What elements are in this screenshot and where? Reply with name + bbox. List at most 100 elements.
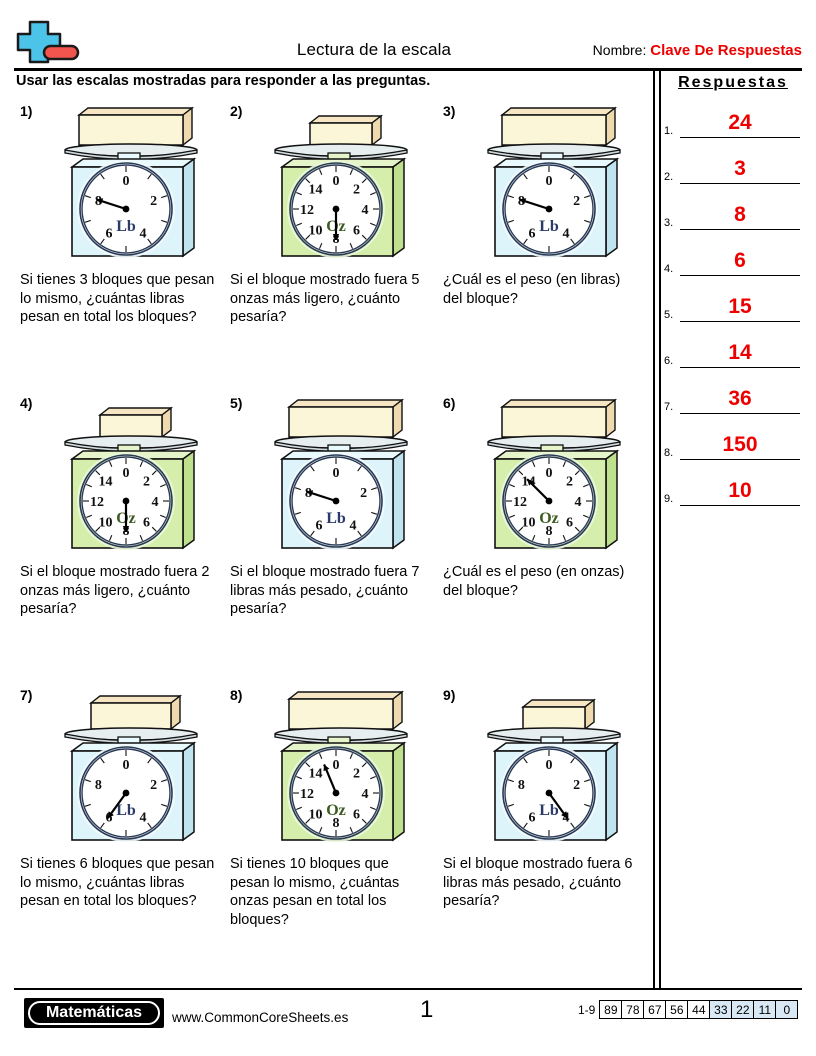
svg-text:2: 2 — [353, 767, 360, 782]
instructions-text: Usar las escalas mostradas para responde… — [16, 73, 431, 89]
problem-question: Si el bloque mostrado fuera 7 libras más… — [230, 564, 420, 618]
svg-text:10: 10 — [309, 808, 323, 823]
svg-text:2: 2 — [360, 486, 367, 501]
svg-text:8: 8 — [305, 486, 312, 501]
page-header: Lectura de la escala Nombre: Clave De Re… — [14, 18, 802, 70]
score-cell: 0 — [775, 1000, 799, 1019]
problem-number: 7) — [20, 687, 33, 703]
problem-number: 8) — [230, 687, 243, 703]
problem-number: 2) — [230, 103, 243, 119]
answers-title: Respuestas — [678, 74, 788, 91]
problem-question: Si el bloque mostrado fuera 2 onzas más … — [20, 564, 210, 618]
svg-text:6: 6 — [316, 519, 323, 534]
score-cell: 56 — [665, 1000, 689, 1019]
svg-text:2: 2 — [150, 194, 157, 209]
svg-text:8: 8 — [95, 194, 102, 209]
score-cell: 89 — [599, 1000, 623, 1019]
svg-text:12: 12 — [513, 495, 527, 510]
answer-row: 5. 15 — [664, 278, 802, 322]
problem-question: Si tienes 3 bloques que pesan lo mismo, … — [20, 272, 215, 326]
answer-number: 9. — [664, 493, 674, 505]
weighing-scale-illustration: 0 2 4 6 8 Lb — [42, 105, 220, 265]
svg-text:0: 0 — [123, 174, 130, 189]
svg-text:4: 4 — [152, 495, 159, 510]
svg-text:0: 0 — [333, 174, 340, 189]
site-url: www.CommonCoreSheets.es — [172, 1010, 349, 1025]
score-cell: 44 — [687, 1000, 711, 1019]
svg-text:14: 14 — [309, 183, 323, 198]
problem-question: Si el bloque mostrado fuera 6 libras más… — [443, 856, 633, 910]
score-cell: 22 — [731, 1000, 755, 1019]
svg-text:14: 14 — [99, 475, 113, 490]
svg-text:6: 6 — [106, 227, 113, 242]
svg-text:0: 0 — [333, 466, 340, 481]
svg-text:10: 10 — [309, 224, 323, 239]
svg-text:0: 0 — [123, 466, 130, 481]
svg-text:12: 12 — [300, 787, 314, 802]
svg-text:8: 8 — [518, 778, 525, 793]
answer-row: 3. 8 — [664, 186, 802, 230]
problem-number: 4) — [20, 395, 33, 411]
header-divider — [14, 68, 802, 71]
svg-text:2: 2 — [143, 475, 150, 490]
page-title: Lectura de la escala — [296, 40, 452, 59]
svg-text:Oz: Oz — [326, 802, 346, 819]
score-range-label: 1-9 — [578, 1002, 596, 1017]
score-strip: 1-9 89 78 67 56 44 33 22 11 0 — [578, 1000, 799, 1019]
svg-text:Lb: Lb — [539, 218, 559, 235]
answer-number: 5. — [664, 309, 674, 321]
panel-divider-right — [659, 70, 661, 988]
svg-text:4: 4 — [362, 787, 369, 802]
panel-divider-left — [653, 70, 655, 988]
problem-number: 6) — [443, 395, 456, 411]
svg-text:0: 0 — [333, 758, 340, 773]
answer-value: 8 — [734, 203, 746, 226]
svg-text:12: 12 — [300, 203, 314, 218]
problem-number: 9) — [443, 687, 456, 703]
svg-text:2: 2 — [353, 183, 360, 198]
problem-number: 1) — [20, 103, 33, 119]
svg-text:4: 4 — [362, 203, 369, 218]
answer-row: 2. 3 — [664, 140, 802, 184]
answer-row: 4. 6 — [664, 232, 802, 276]
score-cell: 78 — [621, 1000, 645, 1019]
svg-text:2: 2 — [573, 778, 580, 793]
svg-text:6: 6 — [143, 516, 150, 531]
answer-value: 15 — [728, 295, 752, 318]
answer-line — [680, 229, 800, 230]
svg-text:Lb: Lb — [116, 218, 136, 235]
name-value: Clave De Respuestas — [650, 42, 802, 59]
svg-text:0: 0 — [546, 174, 553, 189]
problem-question: Si el bloque mostrado fuera 5 onzas más … — [230, 272, 420, 326]
problem-question: ¿Cuál es el peso (en libras) del bloque? — [443, 272, 621, 307]
answer-number: 3. — [664, 217, 674, 229]
answer-value: 10 — [728, 479, 752, 502]
plus-minus-logo-icon — [14, 18, 84, 66]
svg-text:Oz: Oz — [539, 510, 559, 527]
brand-label: Matemáticas — [28, 1001, 160, 1025]
answer-value: 14 — [728, 341, 752, 364]
svg-text:Lb: Lb — [539, 802, 559, 819]
svg-text:0: 0 — [546, 758, 553, 773]
answer-number: 6. — [664, 355, 674, 367]
answer-line — [680, 183, 800, 184]
score-cell: 67 — [643, 1000, 667, 1019]
answer-number: 2. — [664, 171, 674, 183]
answers-panel: Respuestas 1. 24 2. 3 3. 8 4. 6 5. 15 6. 14 7. 36 8. 15… — [664, 70, 802, 510]
problem-question: Si tienes 10 bloques que pesan lo mismo,… — [230, 856, 400, 928]
svg-text:6: 6 — [566, 516, 573, 531]
svg-text:14: 14 — [309, 767, 323, 782]
svg-text:4: 4 — [140, 811, 147, 826]
svg-text:6: 6 — [529, 227, 536, 242]
svg-text:0: 0 — [123, 758, 130, 773]
answer-value: 150 — [722, 433, 758, 456]
svg-text:4: 4 — [140, 227, 147, 242]
answer-row: 1. 24 — [664, 94, 802, 138]
